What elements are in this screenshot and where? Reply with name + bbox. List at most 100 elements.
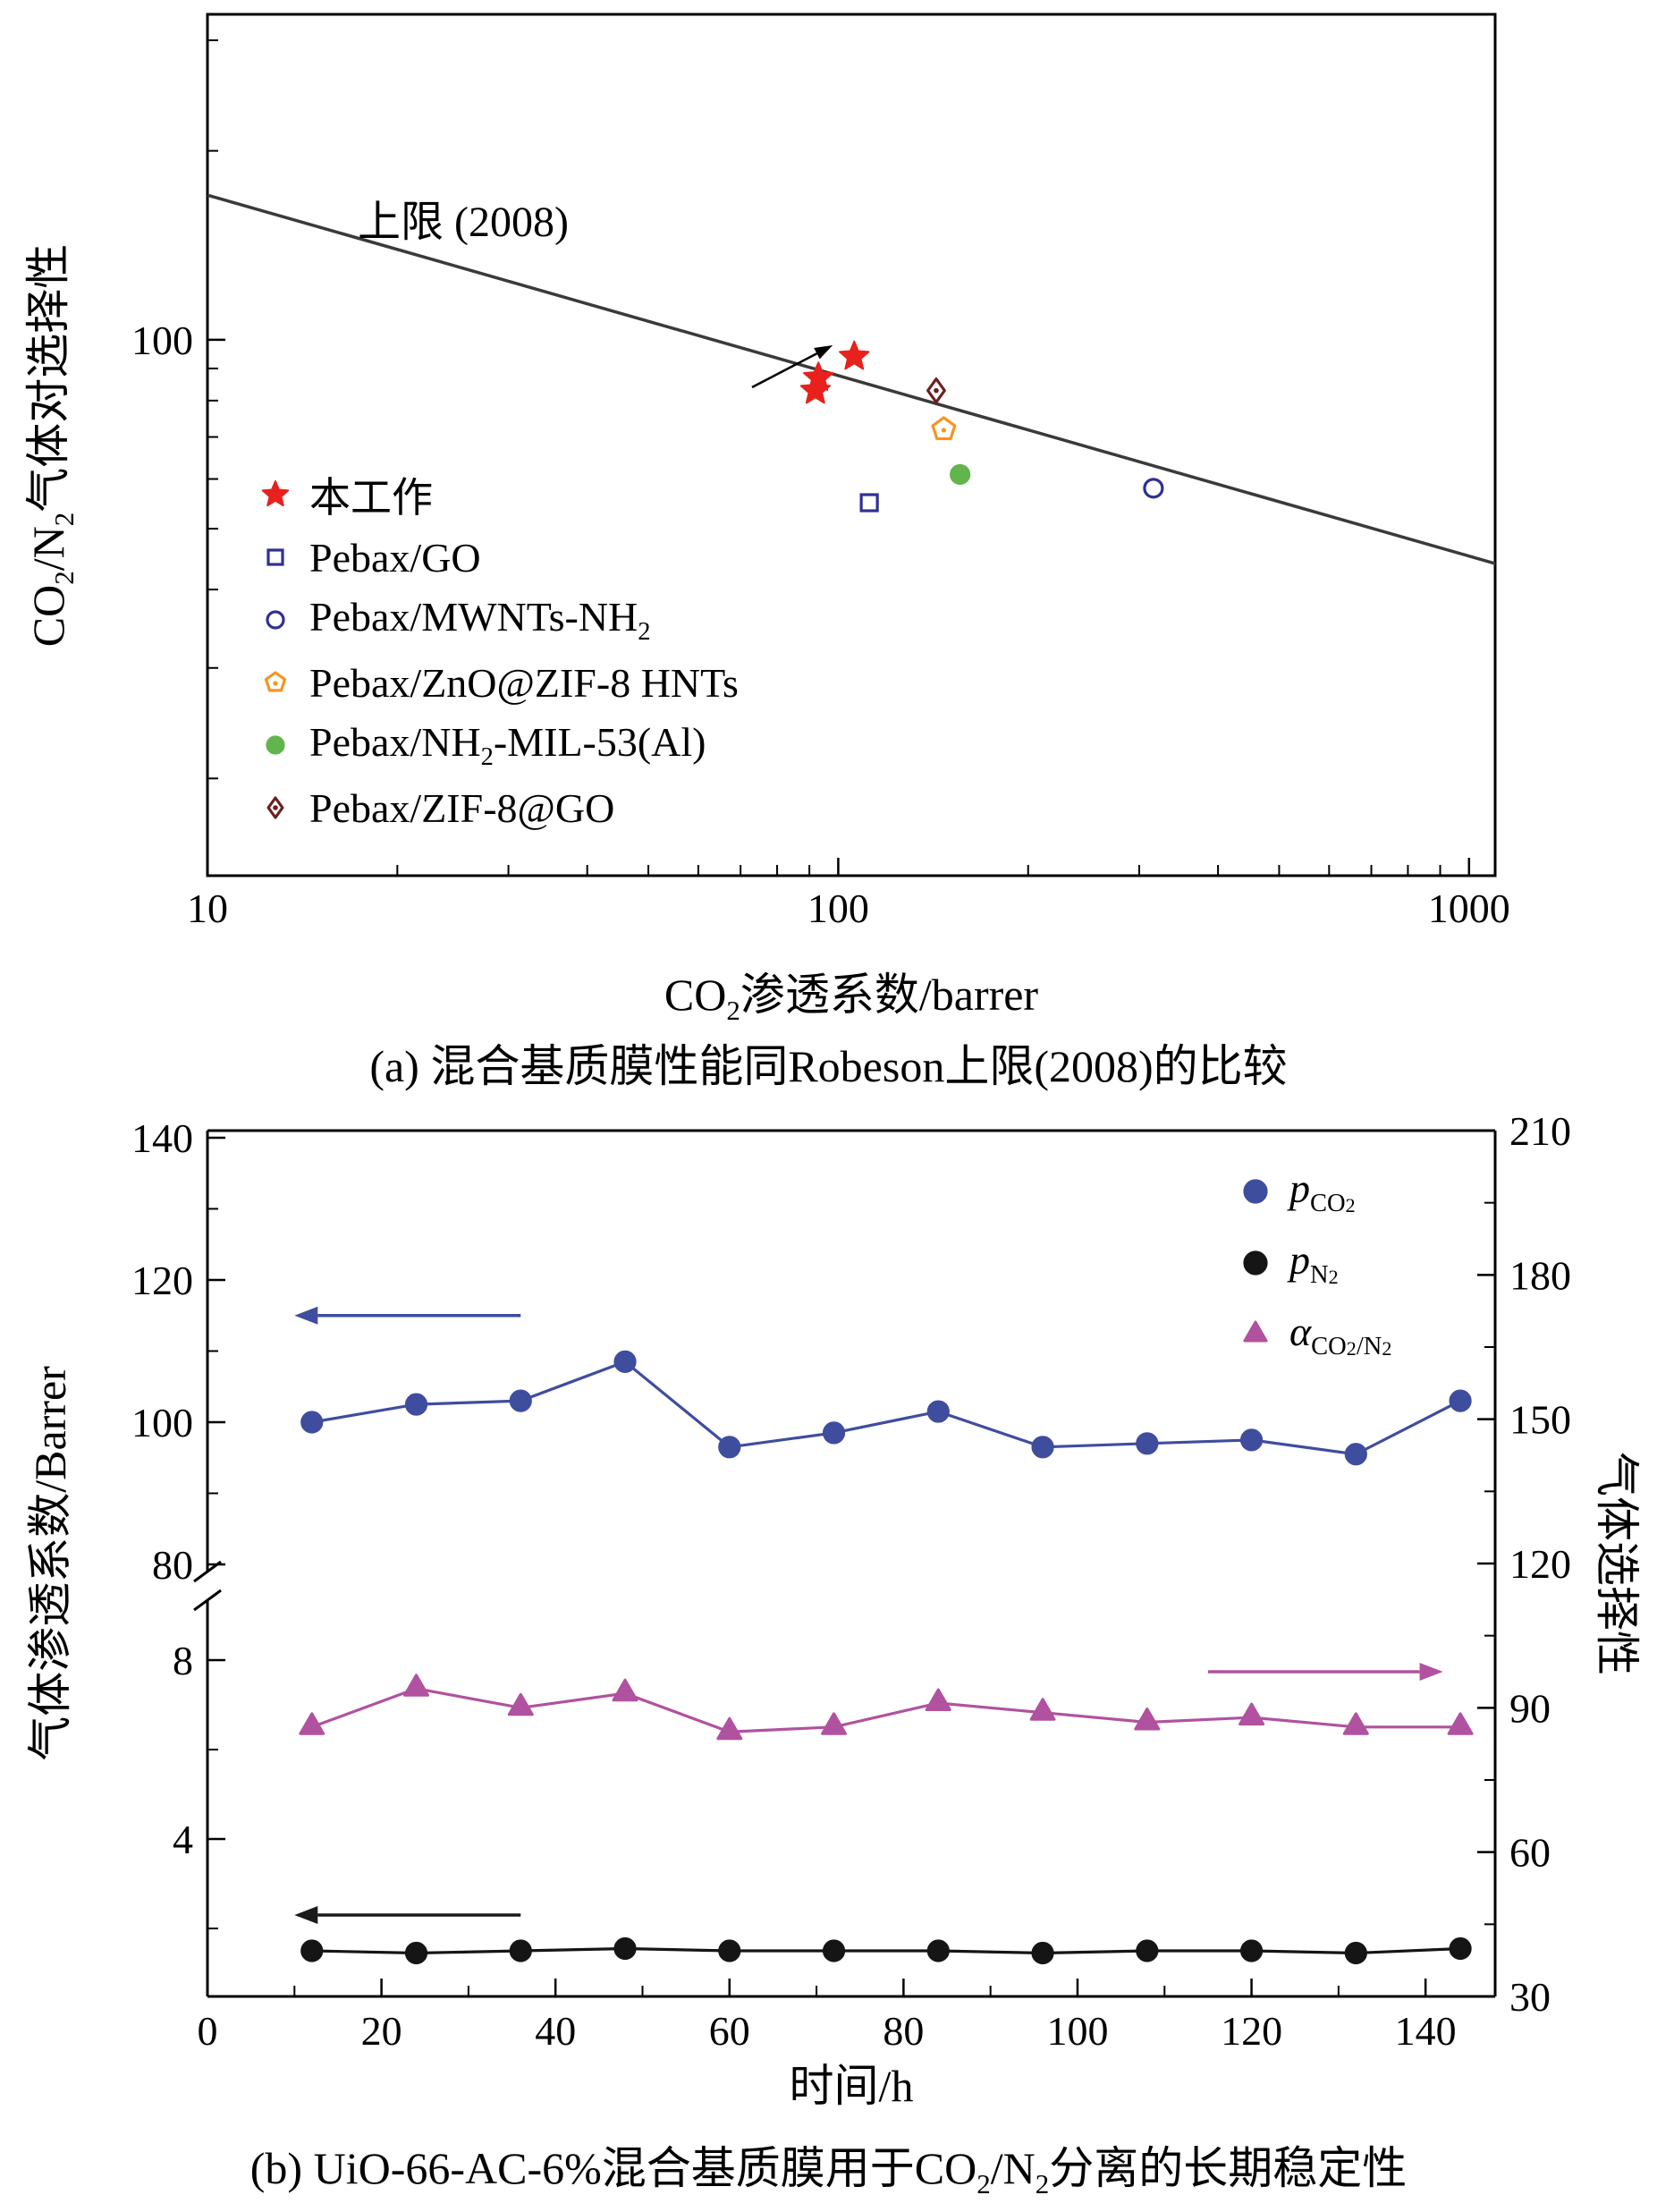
tick-label: 120 <box>131 1258 193 1303</box>
text-segment: CO <box>664 970 727 1020</box>
legend-label: Pebax/ZIF-8@GO <box>309 784 614 832</box>
triangle-marker-icon <box>1029 1698 1056 1721</box>
legend-label: pCO2 <box>1289 1165 1356 1218</box>
tick-label: 8 <box>173 1638 193 1683</box>
chart-a-annotation-arrow <box>751 345 833 389</box>
circle-marker-icon <box>822 1939 846 1962</box>
arrow-head-icon <box>294 1906 318 1924</box>
circle-marker-icon <box>1344 1941 1367 1965</box>
legend-label: αCO2/N2 <box>1289 1308 1391 1361</box>
legend-label: Pebax/NH2-MIL-53(Al) <box>309 718 706 772</box>
text-segment: 2 <box>1328 1266 1339 1289</box>
tick-label: 4 <box>173 1817 193 1862</box>
chart-a-series-5 <box>926 377 946 404</box>
chart-b-x-axis-title: 时间/h <box>207 2050 1495 2115</box>
text-segment: 2 <box>1345 1194 1356 1217</box>
circle-marker-icon <box>509 1389 532 1412</box>
legend-item: Pebax/ZIF-8@GO <box>256 776 739 839</box>
chart-b-caption: (b) UiO-66-AC-6%混合基质膜用于CO2/N2分离的长期稳定性 <box>0 2132 1657 2200</box>
pentagon-marker-icon <box>931 416 957 441</box>
triangle-marker-icon <box>716 1716 743 1741</box>
text-segment: Pebax/ZIF-8@GO <box>309 784 615 831</box>
circle-marker-icon <box>1243 1250 1268 1276</box>
diamond-marker-icon <box>266 796 284 819</box>
circle-marker-icon <box>1449 1937 1472 1961</box>
text-segment: 2 <box>47 571 80 585</box>
text-segment: CO <box>1310 1189 1346 1217</box>
chart-b-legend: pCO2 pN2 αCO2/N2 <box>1236 1156 1391 1370</box>
triangle-marker-icon <box>1342 1712 1369 1735</box>
star-marker-icon <box>799 374 831 404</box>
tick-label: 60 <box>709 2008 750 2054</box>
circle-marker-icon <box>266 735 285 755</box>
legend-label: 本工作 <box>309 465 433 524</box>
tick-label: 210 <box>1509 1108 1571 1154</box>
tick-label: 1000 <box>1428 886 1510 931</box>
text-segment: N <box>1310 1260 1329 1289</box>
text-segment: 2 <box>480 742 494 771</box>
chart-b-ticks: 0 20 40 60 80 100 120 140 80 100 120 140 4 8 30 60 90 120… <box>131 1108 1571 2054</box>
circle-legend-marker-icon <box>266 610 285 630</box>
text-segment: 2 <box>1382 1337 1392 1360</box>
chart-a-x-axis-title: CO2渗透系数/barrer <box>207 959 1495 1027</box>
text-segment: 2 <box>638 617 651 646</box>
square-legend-marker-icon <box>266 548 284 566</box>
tick-label: 140 <box>131 1115 193 1161</box>
axis-break-mark <box>193 1589 222 1612</box>
chart-a: 10 100 1000 100 <box>131 13 1510 931</box>
text-segment: 2 <box>976 2167 991 2199</box>
tick-label: 100 <box>807 886 869 931</box>
circle-marker-icon <box>404 1941 428 1965</box>
square-marker-icon <box>859 493 879 513</box>
chart-b-y-axis-title-right: 气体选择性 <box>1588 1452 1653 1675</box>
chart-a-series-4 <box>950 463 971 486</box>
series-line <box>311 1360 1461 1456</box>
legend-label: pN2 <box>1289 1236 1339 1290</box>
text-segment: 时间/h <box>789 2061 914 2111</box>
tick-label: 100 <box>131 1400 193 1445</box>
tick-label: 90 <box>1509 1685 1551 1731</box>
star-legend-marker-icon <box>261 480 290 507</box>
chart-b: 0 20 40 60 80 100 120 140 80 100 120 140 4 8 30 60 90 120… <box>131 1108 1571 2054</box>
circle-marker-icon <box>404 1393 428 1416</box>
tick-label: 140 <box>1395 2008 1457 2054</box>
circle-marker-icon <box>1031 1941 1054 1965</box>
tick-label: 40 <box>535 2008 576 2054</box>
text-segment: /N <box>23 526 74 572</box>
pentagon-legend-marker-icon <box>264 671 287 692</box>
triangle-marker-icon <box>403 1674 429 1697</box>
chart-a-frame <box>206 13 1497 877</box>
text-segment: 分离的长期稳定性 <box>1049 2143 1408 2193</box>
axis-direction-arrow <box>294 1306 521 1325</box>
circle-marker-icon <box>926 1939 950 1962</box>
triangle-marker-icon <box>1243 1320 1268 1343</box>
text-segment: Pebax/ZnO@ZIF-8 HNTs <box>309 659 739 706</box>
chart-b-series-0 <box>300 1350 1472 1466</box>
tick-label: 60 <box>1509 1830 1551 1876</box>
circle-marker-icon <box>509 1939 532 1962</box>
tick-label: 150 <box>1509 1397 1571 1443</box>
chart-a-series-3 <box>931 416 957 441</box>
axis-direction-arrow <box>294 1906 521 1924</box>
tick-label: 100 <box>131 318 193 363</box>
circle-marker-icon <box>1344 1443 1367 1466</box>
text-segment: CO <box>1311 1332 1347 1360</box>
triangle-marker-icon <box>821 1712 847 1735</box>
tick-label: 100 <box>1046 2008 1108 2054</box>
text-segment: 本工作 <box>309 475 433 521</box>
arrow-head-icon <box>294 1306 318 1325</box>
upper-bound-line <box>207 193 1496 565</box>
chart-b-series-1 <box>300 1937 1472 1965</box>
circle-marker-icon <box>718 1436 741 1459</box>
triangle-marker-icon <box>299 1712 325 1735</box>
circle-marker-icon <box>266 610 285 630</box>
arrow-head-icon <box>1419 1663 1443 1681</box>
circle-legend-marker-icon <box>1243 1179 1268 1204</box>
legend-item: pN2 <box>1236 1227 1391 1299</box>
axis-direction-arrow <box>1207 1663 1443 1681</box>
chart-a-series-2 <box>1143 478 1164 499</box>
legend-item: αCO2/N2 <box>1236 1299 1391 1370</box>
tick-label: 80 <box>883 2008 924 2054</box>
circle-marker-icon <box>1239 1428 1264 1452</box>
